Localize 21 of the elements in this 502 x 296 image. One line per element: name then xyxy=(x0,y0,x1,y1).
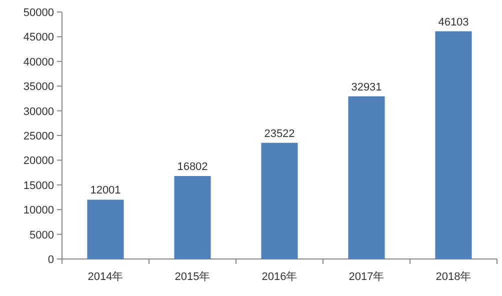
ytick: 5000 xyxy=(30,229,54,242)
ytick: 40000 xyxy=(23,56,54,68)
xtick: 2018年 xyxy=(436,271,472,283)
ytick: 50000 xyxy=(23,7,54,19)
data-label: 12001 xyxy=(90,184,121,197)
ytick: 30000 xyxy=(23,106,54,118)
xtick: 2015年 xyxy=(174,271,210,283)
ytick: 20000 xyxy=(23,155,54,168)
ytick: 25000 xyxy=(23,130,54,142)
ytick: 15000 xyxy=(23,180,54,192)
data-label: 46103 xyxy=(438,16,469,28)
ytick: 35000 xyxy=(23,81,54,94)
data-label: 23522 xyxy=(264,128,295,140)
ytick: 10000 xyxy=(23,204,54,217)
ytick: 45000 xyxy=(23,32,54,44)
data-label: 16802 xyxy=(177,161,208,173)
ytick: 0 xyxy=(48,254,54,266)
xtick: 2016年 xyxy=(262,271,298,283)
xtick: 2017年 xyxy=(348,271,384,283)
xtick: 2014年 xyxy=(88,271,124,283)
data-label: 32931 xyxy=(351,81,382,94)
